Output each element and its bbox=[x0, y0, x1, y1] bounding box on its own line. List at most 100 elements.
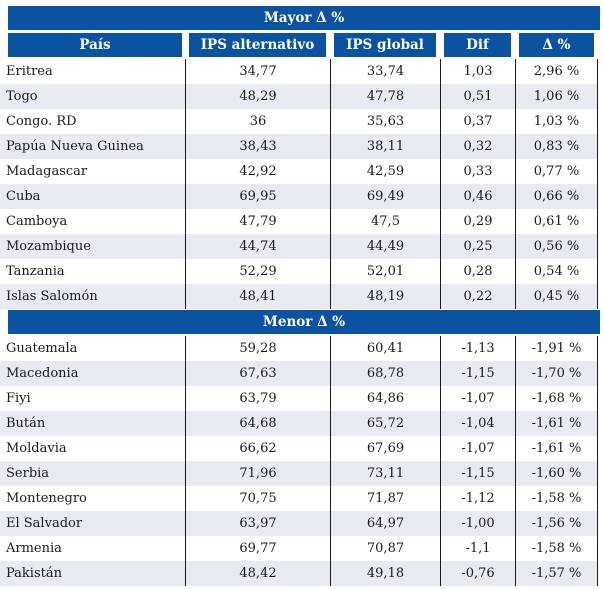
cell-dif: -1,12 bbox=[440, 486, 515, 511]
cell-ips-alternativo: 36 bbox=[185, 109, 330, 134]
table-row: Islas Salomón 48,41 48,19 0,22 0,45 % bbox=[0, 284, 598, 309]
cell-ips-alternativo: 71,96 bbox=[185, 461, 330, 486]
cell-delta-pct: -1,68 % bbox=[515, 386, 598, 411]
cell-dif: -1,15 bbox=[440, 361, 515, 386]
table-row: Fiyi 63,79 64,86 -1,07 -1,68 % bbox=[0, 386, 598, 411]
cell-delta-pct: 0,54 % bbox=[515, 259, 598, 284]
cell-country: Bután bbox=[0, 411, 185, 436]
cell-dif: -1,15 bbox=[440, 461, 515, 486]
column-header-pais: País bbox=[0, 33, 185, 57]
cell-ips-global: 44,49 bbox=[330, 234, 440, 259]
cell-ips-global: 49,18 bbox=[330, 561, 440, 586]
cell-dif: 0,51 bbox=[440, 84, 515, 109]
cell-country: Cuba bbox=[0, 184, 185, 209]
cell-country: Papúa Nueva Guinea bbox=[0, 134, 185, 159]
table-row: Moldavia 66,62 67,69 -1,07 -1,61 % bbox=[0, 436, 598, 461]
cell-ips-global: 70,87 bbox=[330, 536, 440, 561]
cell-delta-pct: 0,77 % bbox=[515, 159, 598, 184]
cell-delta-pct: 0,61 % bbox=[515, 209, 598, 234]
cell-ips-alternativo: 64,68 bbox=[185, 411, 330, 436]
cell-country: Pakistán bbox=[0, 561, 185, 586]
column-header-dif-label: Dif bbox=[444, 33, 511, 57]
table-row: Guatemala 59,28 60,41 -1,13 -1,91 % bbox=[0, 336, 598, 361]
cell-delta-pct: -1,58 % bbox=[515, 536, 598, 561]
table-row: Mozambique 44,74 44,49 0,25 0,56 % bbox=[0, 234, 598, 259]
cell-delta-pct: 0,83 % bbox=[515, 134, 598, 159]
cell-dif: 0,28 bbox=[440, 259, 515, 284]
table-row: Cuba 69,95 69,49 0,46 0,66 % bbox=[0, 184, 598, 209]
cell-country: Montenegro bbox=[6, 491, 87, 506]
cell-delta-pct: -1,57 % bbox=[515, 561, 598, 586]
column-header-ips-alternativo-label: IPS alternativo bbox=[189, 33, 326, 57]
cell-delta-pct: -1,61 % bbox=[515, 436, 598, 461]
cell-ips-global: 68,78 bbox=[330, 361, 440, 386]
cell-country: Madagascar bbox=[6, 164, 88, 179]
cell-ips-alternativo: 69,95 bbox=[185, 184, 330, 209]
cell-dif: 0,46 bbox=[440, 184, 515, 209]
table-row: Tanzania 52,29 52,01 0,28 0,54 % bbox=[0, 259, 598, 284]
table-row: Madagascar 42,92 42,59 0,33 0,77 % bbox=[0, 159, 598, 184]
column-header-ips-global: IPS global bbox=[330, 33, 440, 57]
table-row: Serbia 71,96 73,11 -1,15 -1,60 % bbox=[0, 461, 598, 486]
column-header-pais-label: País bbox=[8, 33, 182, 57]
table-row: Pakistán 48,42 49,18 -0,76 -1,57 % bbox=[0, 561, 598, 586]
cell-ips-alternativo: 48,29 bbox=[185, 84, 330, 109]
cell-dif: 0,22 bbox=[440, 284, 515, 309]
column-header-ips-global-label: IPS global bbox=[334, 33, 436, 57]
cell-delta-pct: 0,66 % bbox=[515, 184, 598, 209]
cell-delta-pct: -1,58 % bbox=[515, 486, 598, 511]
cell-ips-global: 71,87 bbox=[330, 486, 440, 511]
cell-dif: 0,25 bbox=[440, 234, 515, 259]
cell-country: Eritrea bbox=[6, 64, 53, 79]
cell-dif: 0,33 bbox=[440, 159, 515, 184]
cell-ips-global: 35,63 bbox=[330, 109, 440, 134]
table-row: Montenegro 70,75 71,87 -1,12 -1,58 % bbox=[0, 486, 598, 511]
cell-ips-global: 67,69 bbox=[330, 436, 440, 461]
cell-country: Congo. RD bbox=[6, 114, 77, 129]
table-row: Congo. RD 36 35,63 0,37 1,03 % bbox=[0, 109, 598, 134]
cell-ips-global: 38,11 bbox=[330, 134, 440, 159]
cell-country: Fiyi bbox=[6, 391, 31, 406]
section-title-mayor: Mayor Δ % bbox=[8, 6, 600, 30]
cell-ips-global: 47,78 bbox=[330, 84, 440, 109]
cell-country: Macedonia bbox=[0, 361, 185, 386]
cell-ips-alternativo: 48,42 bbox=[185, 561, 330, 586]
cell-dif: 0,29 bbox=[440, 209, 515, 234]
cell-delta-pct: 1,03 % bbox=[515, 109, 598, 134]
mayor-section-body: Eritrea 34,77 33,74 1,03 2,96 % Togo 48,… bbox=[0, 59, 603, 309]
table-row: Bután 64,68 65,72 -1,04 -1,61 % bbox=[0, 411, 598, 436]
cell-dif: 0,37 bbox=[440, 109, 515, 134]
cell-ips-alternativo: 38,43 bbox=[185, 134, 330, 159]
cell-ips-global: 65,72 bbox=[330, 411, 440, 436]
cell-ips-alternativo: 67,63 bbox=[185, 361, 330, 386]
cell-country: Moldavia bbox=[6, 441, 67, 456]
cell-ips-alternativo: 52,29 bbox=[185, 259, 330, 284]
column-header-row: País IPS alternativo IPS global Dif Δ % bbox=[0, 33, 598, 57]
cell-ips-global: 52,01 bbox=[330, 259, 440, 284]
cell-ips-alternativo: 47,79 bbox=[185, 209, 330, 234]
cell-dif: -1,07 bbox=[440, 386, 515, 411]
table-row: Papúa Nueva Guinea 38,43 38,11 0,32 0,83… bbox=[0, 134, 598, 159]
section-title-menor: Menor Δ % bbox=[8, 310, 600, 334]
table-row: Armenia 69,77 70,87 -1,1 -1,58 % bbox=[0, 536, 598, 561]
cell-country: Guatemala bbox=[6, 341, 78, 356]
cell-delta-pct: -1,91 % bbox=[515, 336, 598, 361]
cell-ips-alternativo: 70,75 bbox=[185, 486, 330, 511]
table-row: Camboya 47,79 47,5 0,29 0,61 % bbox=[0, 209, 598, 234]
cell-country: Tanzania bbox=[6, 264, 65, 279]
cell-ips-global: 33,74 bbox=[330, 59, 440, 84]
cell-ips-global: 42,59 bbox=[330, 159, 440, 184]
cell-ips-global: 48,19 bbox=[330, 284, 440, 309]
cell-country: Islas Salomón bbox=[0, 284, 185, 309]
cell-country: El Salvador bbox=[0, 511, 185, 536]
column-header-delta-pct-label: Δ % bbox=[519, 33, 594, 57]
cell-dif: -1,13 bbox=[440, 336, 515, 361]
cell-delta-pct: 0,56 % bbox=[515, 234, 598, 259]
table-row: Eritrea 34,77 33,74 1,03 2,96 % bbox=[0, 59, 598, 84]
cell-country: Armenia bbox=[6, 541, 62, 556]
cell-ips-global: 60,41 bbox=[330, 336, 440, 361]
cell-country: Serbia bbox=[0, 461, 185, 486]
column-header-ips-alternativo: IPS alternativo bbox=[185, 33, 330, 57]
cell-ips-alternativo: 63,97 bbox=[185, 511, 330, 536]
cell-ips-alternativo: 48,41 bbox=[185, 284, 330, 309]
